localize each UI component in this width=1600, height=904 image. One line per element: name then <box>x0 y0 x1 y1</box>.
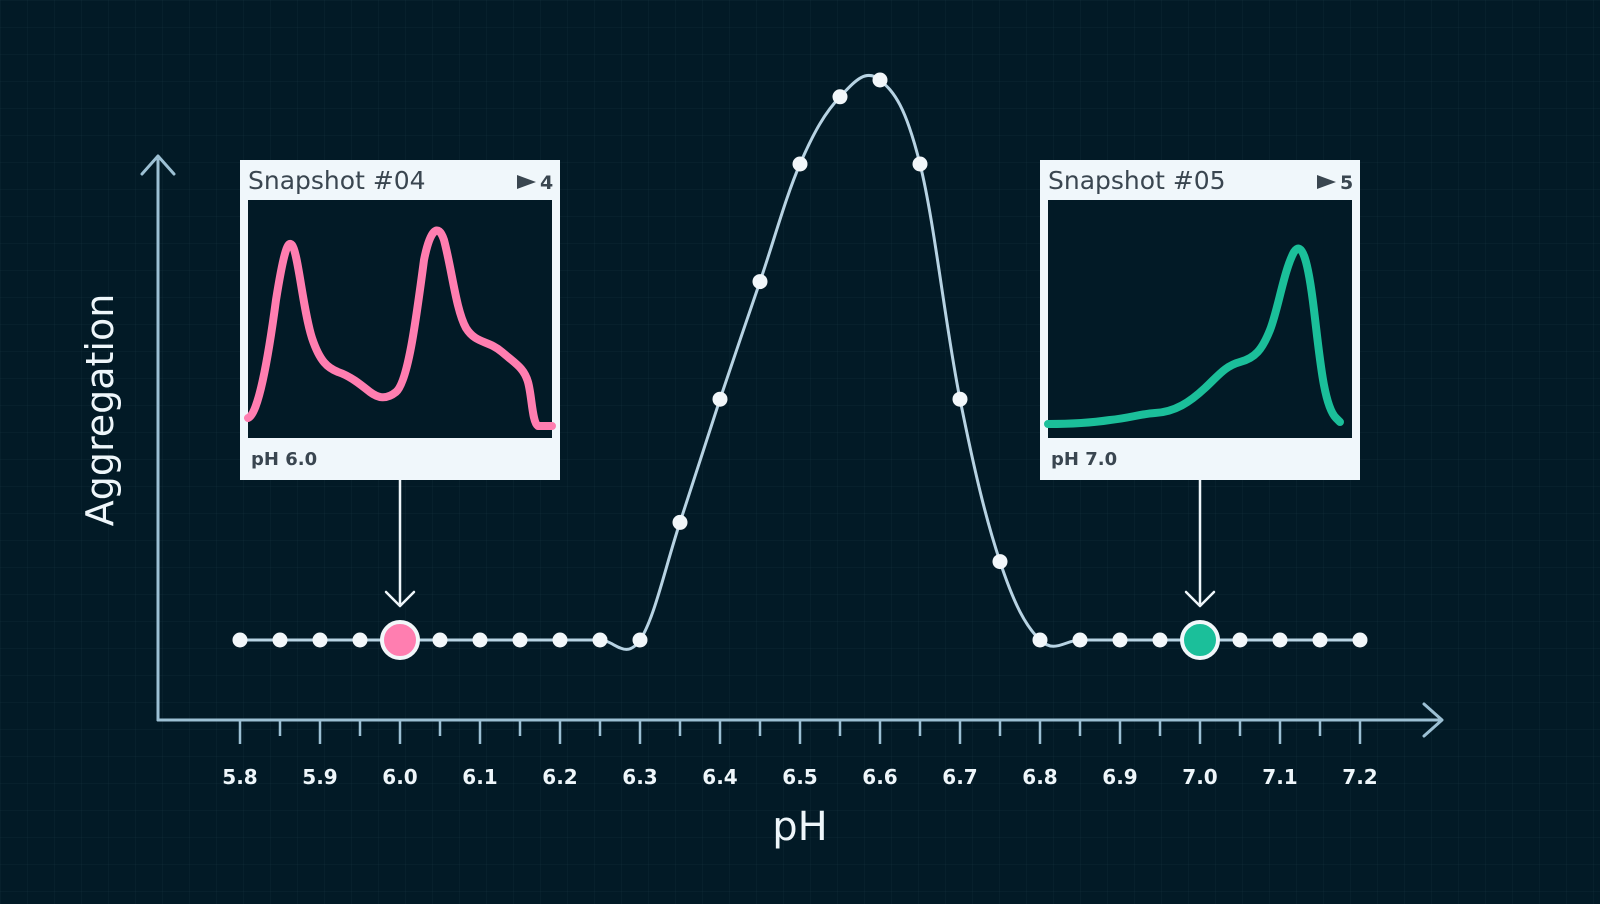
snapshot-card: Snapshot #05 5 pH 7.0 <box>1040 160 1360 480</box>
data-point <box>432 632 448 648</box>
data-point <box>1272 632 1288 648</box>
data-point <box>1032 632 1048 648</box>
data-point <box>632 632 648 648</box>
data-point <box>792 156 808 172</box>
x-tick-label: 6.5 <box>782 765 817 789</box>
data-point <box>912 156 928 172</box>
x-axis-title: pH <box>772 804 827 850</box>
data-point <box>872 72 888 88</box>
x-axis-ticks <box>238 720 1362 744</box>
snapshot-flag-count: 5 <box>1340 172 1353 194</box>
x-tick-label: 6.6 <box>862 765 897 789</box>
flag-icon <box>1317 175 1336 189</box>
data-point <box>1352 632 1368 648</box>
x-tick-label: 5.9 <box>302 765 337 789</box>
x-tick-label: 6.7 <box>942 765 977 789</box>
data-point <box>272 632 288 648</box>
data-point <box>992 554 1008 570</box>
data-point <box>552 632 568 648</box>
snapshot-title: Snapshot #04 <box>248 166 426 195</box>
data-point <box>832 89 848 105</box>
snapshot-card: Snapshot #04 4 pH 6.0 <box>240 160 560 480</box>
x-tick-label: 6.9 <box>1102 765 1137 789</box>
y-axis-arrowhead <box>140 154 176 176</box>
data-point <box>1232 632 1248 648</box>
x-tick-label: 6.8 <box>1022 765 1057 789</box>
snapshot-plot-area <box>1048 200 1352 438</box>
snapshot-caption: pH 7.0 <box>1051 449 1117 470</box>
x-tick-label: 7.2 <box>1342 765 1377 789</box>
x-tick-label: 6.4 <box>702 765 737 789</box>
x-axis-arrowhead <box>1422 702 1444 738</box>
x-tick-label: 6.0 <box>382 765 417 789</box>
highlighted-data-point <box>1180 620 1220 660</box>
data-point <box>712 391 728 407</box>
x-axis-tick-labels: 5.8 5.9 6.0 6.1 6.2 6.3 6.4 6.5 6.6 6.7 6.8 6.9 7.0 7… <box>222 765 1377 789</box>
snapshot-caption: pH 6.0 <box>251 449 317 470</box>
snapshot-plot-area <box>248 200 552 438</box>
x-tick-label: 5.8 <box>222 765 257 789</box>
series-points <box>232 72 1368 660</box>
data-point <box>672 514 688 530</box>
snapshot-spectrum-curve <box>1044 244 1344 428</box>
x-tick-label: 6.1 <box>462 765 497 789</box>
data-point <box>472 632 488 648</box>
connector-arrowhead <box>1184 590 1216 608</box>
data-point <box>1072 632 1088 648</box>
x-tick-label: 7.0 <box>1182 765 1217 789</box>
snapshot-connectors <box>384 480 1216 608</box>
snapshot-spectrum-curve <box>244 226 556 430</box>
data-point <box>1112 632 1128 648</box>
x-tick-label: 6.2 <box>542 765 577 789</box>
x-tick-label: 7.1 <box>1262 765 1297 789</box>
data-point <box>312 632 328 648</box>
x-tick-label: 6.3 <box>622 765 657 789</box>
data-point <box>512 632 528 648</box>
y-axis-title: Aggregation <box>78 294 122 527</box>
highlighted-data-point <box>380 620 420 660</box>
data-point <box>752 274 768 290</box>
data-point <box>952 391 968 407</box>
data-point <box>1312 632 1328 648</box>
connector-arrowhead <box>384 590 416 608</box>
snapshot-flag-count: 4 <box>540 172 553 194</box>
flag-icon <box>517 175 536 189</box>
snapshot-title: Snapshot #05 <box>1048 166 1226 195</box>
data-point <box>1152 632 1168 648</box>
data-point <box>352 632 368 648</box>
data-point <box>592 632 608 648</box>
data-point <box>232 632 248 648</box>
